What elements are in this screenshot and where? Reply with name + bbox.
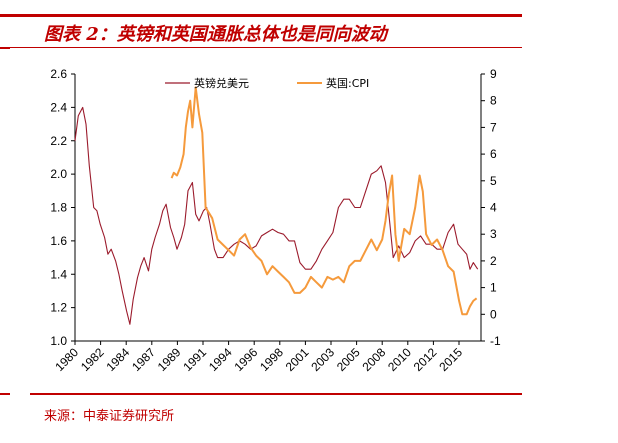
x-tick-label: 2001 bbox=[283, 345, 312, 374]
x-tick-label: 1984 bbox=[104, 345, 133, 374]
source-rule bbox=[30, 393, 522, 395]
x-tick-label: 1987 bbox=[129, 345, 158, 374]
right-tick-label: 4 bbox=[490, 201, 497, 215]
right-tick-label: 8 bbox=[490, 94, 497, 108]
x-tick-label: 2012 bbox=[411, 345, 440, 374]
x-tick-label: 2010 bbox=[385, 345, 414, 374]
left-tick-label: 2.2 bbox=[50, 134, 67, 148]
uk-cpi-line bbox=[170, 86, 478, 316]
x-tick-label: 1991 bbox=[180, 345, 209, 374]
x-tick-label: 2003 bbox=[308, 345, 337, 374]
left-tick-label: 2.6 bbox=[50, 67, 67, 81]
right-tick-label: 7 bbox=[490, 120, 497, 134]
x-tick-label: 1982 bbox=[78, 345, 107, 374]
left-tick-label: 1.2 bbox=[50, 301, 67, 315]
legend-label-uk-cpi: 英国:CPI bbox=[326, 76, 369, 90]
left-tick-label: 1.8 bbox=[50, 201, 67, 215]
figure-title: 图表 2：英镑和英国通胀总体也是同向波动 bbox=[44, 24, 387, 45]
right-tick-label: 6 bbox=[490, 147, 497, 161]
left-tick-label: 2.4 bbox=[50, 100, 67, 114]
x-tick-label: 1989 bbox=[155, 345, 184, 374]
right-tick-label: 0 bbox=[490, 307, 497, 321]
title-top-rule bbox=[0, 14, 522, 17]
left-marker-bottom bbox=[0, 393, 10, 395]
x-tick-label: 2015 bbox=[436, 345, 465, 374]
x-tick-label: 1996 bbox=[232, 345, 261, 374]
right-tick-label: -1 bbox=[490, 334, 501, 348]
left-tick-label: 1.6 bbox=[50, 234, 67, 248]
left-marker-top bbox=[0, 47, 10, 49]
chart-svg: 1.0 1.2 1.4 1.6 1.8 2.0 2.2 2.4 2.6 -1 0 1 2 3 4 5 6 7 8 9 1… bbox=[50, 67, 501, 374]
legend-label-gbp-usd: 英镑兑美元 bbox=[194, 76, 249, 90]
left-tick-label: 1.4 bbox=[50, 267, 67, 281]
x-tick-label: 2005 bbox=[334, 345, 363, 374]
x-tick-label: 2008 bbox=[360, 345, 389, 374]
right-tick-label: 9 bbox=[490, 67, 497, 81]
x-tick-label: 1998 bbox=[257, 345, 286, 374]
gbp-usd-line bbox=[74, 106, 479, 325]
right-tick-label: 5 bbox=[490, 174, 497, 188]
x-tick-label: 1994 bbox=[206, 345, 235, 374]
x-tick-label: 1980 bbox=[52, 345, 81, 374]
left-tick-label: 2.0 bbox=[50, 167, 67, 181]
right-tick-label: 1 bbox=[490, 281, 497, 295]
title-bottom-rule bbox=[0, 47, 522, 48]
right-tick-label: 2 bbox=[490, 254, 497, 268]
right-tick-label: 3 bbox=[490, 227, 497, 241]
source-note: 来源：中泰证券研究所 bbox=[44, 409, 175, 424]
left-tick-label: 1.0 bbox=[50, 334, 67, 348]
